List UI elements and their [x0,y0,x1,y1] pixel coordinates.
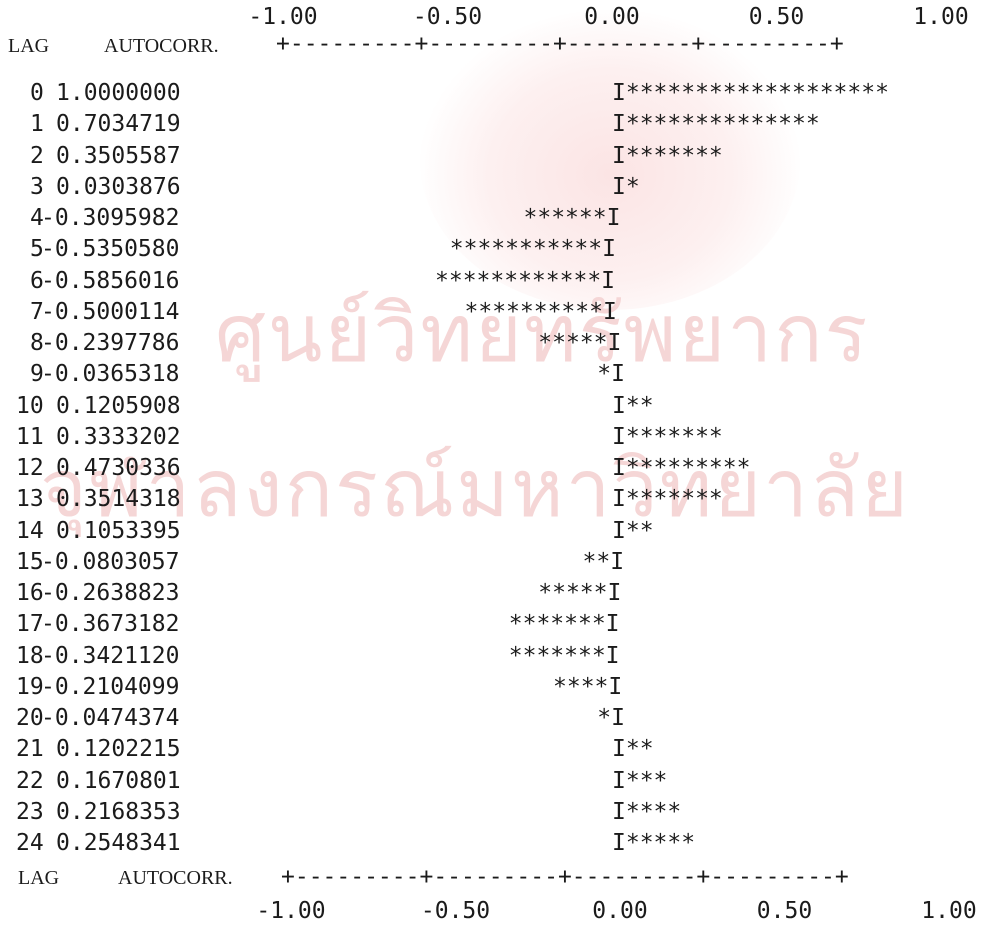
autocorr-bar: ***********I [449,236,616,263]
autocorr-bar: *I [597,705,625,731]
autocorr-value: -0.5350580 [41,236,180,263]
autocorr-bar: *******I [508,611,620,638]
autocorr-value: -0.2104099 [41,673,180,700]
autocorr-value: 0.7034719 [56,111,181,138]
top-tick-label: -0.50 [412,4,483,30]
autocorr-bar: ************I [435,267,616,294]
autocorr-value: 0.2548341 [56,830,181,856]
top-tick-label: 0.00 [584,4,640,30]
autocorr-bar: *****I [538,330,622,356]
autocorr-bar: I** [612,392,654,419]
autocorr-value: -0.3095982 [41,205,180,231]
footer-lag-label: LAG [18,867,60,890]
lag-label: 24 [16,830,44,856]
autocorr-value: 0.4730336 [56,455,181,481]
autocorr-value: -0.2397786 [41,330,180,356]
autocorr-bar: I** [612,517,654,544]
autocorr-bar: I** [612,736,654,763]
lag-label: 21 [16,736,44,763]
lag-label: 16 [16,580,44,606]
autocorr-bar: I*** [612,767,668,794]
autocorr-value: -0.2638823 [41,580,180,606]
lag-label: 9 [30,361,44,388]
top-tick-label: 1.00 [913,4,969,30]
lag-label: 12 [16,455,44,481]
autocorr-bar: *******I [508,642,620,669]
autocorr-bar: I******* [612,423,723,450]
autocorr-value: 0.3505587 [56,142,181,169]
bottom-axis-rule: +---------+---------+---------+---------… [281,864,849,891]
autocorr-value: -0.0474374 [41,705,180,731]
autocorr-value: 0.3514318 [56,486,181,513]
footer-autocorr-label: AUTOCORR. [118,867,233,890]
lag-label: 22 [16,767,44,794]
lag-label: 13 [16,486,44,513]
lag-label: 3 [30,173,44,200]
header-lag-label: LAG [8,35,50,57]
bottom-tick-label: -1.00 [256,898,326,925]
autocorr-value: 0.0303876 [56,173,181,200]
lag-label: 17 [16,611,44,638]
autocorr-value: -0.5856016 [41,267,180,294]
autocorr-value: -0.5000114 [41,298,180,325]
top-tick-label: -1.00 [248,4,318,30]
lag-label: 18 [16,642,44,669]
lag-label: 1 [30,111,44,138]
watermark-text-line1: ศูนย์วิทยทรัพยากร [215,287,870,380]
autocorr-bar: **I [582,548,625,575]
top-axis-rule: +---------+---------+---------+---------… [276,31,844,57]
autocorr-value: 0.1670801 [56,767,181,794]
lag-label: 8 [30,330,44,356]
lag-label: 23 [16,798,44,825]
autocorr-bar: *I [597,361,625,388]
bottom-tick-label: 0.50 [756,898,813,925]
autocorr-bar: I******* [612,142,723,169]
autocorr-value: 0.1202215 [56,736,181,763]
lag-label: 20 [16,705,44,731]
autocorr-value: 0.1205908 [56,392,181,419]
header-autocorr-label: AUTOCORR. [104,35,219,57]
lag-label: 6 [30,267,44,294]
autocorr-value: 0.2168353 [56,798,181,825]
autocorr-bar: I******* [612,486,723,513]
bottom-tick-label: 1.00 [921,898,977,925]
lag-label: 4 [30,205,44,231]
lag-label: 11 [16,423,44,450]
autocorr-bar: I**** [612,798,682,825]
bottom-tick-label: -0.50 [420,898,491,925]
autocorr-value: -0.3673182 [41,611,180,638]
lag-label: 10 [16,392,44,419]
autocorr-value: -0.0365318 [41,361,180,388]
bottom-tick-label: 0.00 [592,898,648,925]
lag-label: 7 [30,298,44,325]
lag-label: 14 [16,517,44,544]
autocorr-bar: I************** [612,111,820,138]
lag-label: 5 [30,236,44,263]
autocorr-value: -0.0803057 [41,548,180,575]
watermark-text-line2: จุฬาลงกรณ์มหาวิทยาลัย [40,442,910,535]
autocorr-bar: I* [612,173,640,200]
lag-label: 2 [30,142,44,169]
autocorr-bar: ******I [523,205,621,231]
autocorr-bar: **********I [464,298,617,325]
autocorr-bar: ****I [553,673,623,700]
lag-label: 15 [16,548,44,575]
autocorr-value: -0.3421120 [41,642,180,669]
autocorr-value: 0.3333202 [56,423,181,450]
top-tick-label: 0.50 [748,4,805,30]
watermark-seal [420,10,800,310]
lag-label: 0 [30,80,44,106]
autocorr-bar: I********* [612,455,751,481]
autocorr-bar: *****I [538,580,622,606]
autocorr-bar: I******************* [612,80,889,106]
autocorr-bar: I***** [612,830,696,856]
autocorr-value: 1.0000000 [56,80,181,106]
lag-label: 19 [16,673,44,700]
autocorr-value: 0.1053395 [56,517,181,544]
